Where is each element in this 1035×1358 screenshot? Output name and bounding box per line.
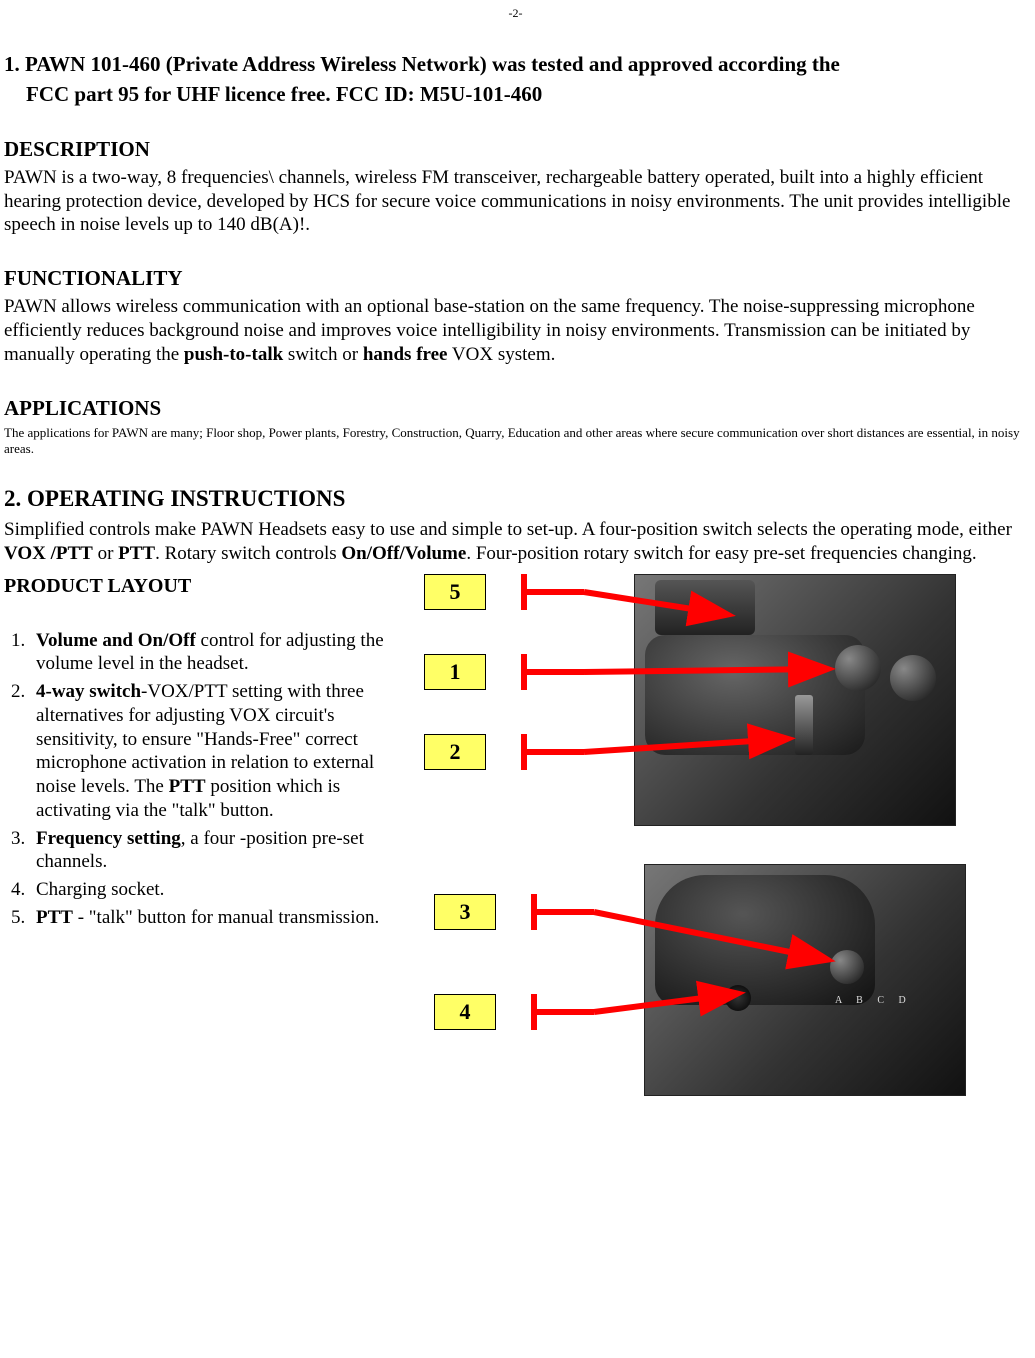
product-layout-list: Volume and On/Off control for adjusting … <box>4 629 404 930</box>
func-text-mid: switch or <box>283 344 363 365</box>
layout-item-2: 4-way switch-VOX/PTT setting with three … <box>30 680 404 823</box>
op-mid2: . Rotary switch controls <box>155 543 341 564</box>
functionality-heading: FUNCTIONALITY <box>4 265 1027 291</box>
applications-paragraph: The applications for PAWN are many; Floo… <box>4 425 1027 458</box>
func-bold-ptt: push-to-talk <box>184 344 283 365</box>
applications-heading: APPLICATIONS <box>4 395 1027 421</box>
description-heading: DESCRIPTION <box>4 136 1027 162</box>
layout-item-1-bold: Volume and On/Off <box>36 630 196 651</box>
layout-item-3-bold: Frequency setting <box>36 828 181 849</box>
layout-item-4: Charging socket. <box>30 878 404 902</box>
operating-heading: 2. OPERATING INSTRUCTIONS <box>4 485 1027 514</box>
op-bold-onoffvol: On/Off/Volume <box>341 543 466 564</box>
op-mid1: or <box>93 543 118 564</box>
title-line-1: 1. PAWN 101-460 (Private Address Wireles… <box>4 51 1027 77</box>
op-text-pre: Simplified controls make PAWN Headsets e… <box>4 519 1012 540</box>
op-bold-ptt: PTT <box>118 543 155 564</box>
layout-item-1: Volume and On/Off control for adjusting … <box>30 629 404 677</box>
layout-item-5-bold: PTT <box>36 907 73 928</box>
op-bold-voxptt: VOX /PTT <box>4 543 93 564</box>
diagram-arrows <box>424 574 1024 1134</box>
layout-item-2-bold2: PTT <box>169 776 206 797</box>
functionality-paragraph: PAWN allows wireless communication with … <box>4 295 1027 366</box>
page-number: -2- <box>4 6 1027 21</box>
func-text-post: VOX system. <box>448 344 556 365</box>
operating-paragraph: Simplified controls make PAWN Headsets e… <box>4 518 1027 566</box>
description-paragraph: PAWN is a two-way, 8 frequencies\ channe… <box>4 166 1027 237</box>
layout-item-2-bold: 4-way switch <box>36 681 141 702</box>
func-bold-handsfree: hands free <box>363 344 448 365</box>
layout-item-5-text: - "talk" button for manual transmission. <box>73 907 379 928</box>
layout-item-4-text: Charging socket. <box>36 879 164 900</box>
product-layout-heading: PRODUCT LAYOUT <box>4 574 404 599</box>
op-post: . Four-position rotary switch for easy p… <box>466 543 976 564</box>
layout-item-3: Frequency setting, a four -position pre-… <box>30 827 404 875</box>
layout-item-5: PTT - "talk" button for manual transmiss… <box>30 906 404 930</box>
title-line-2: FCC part 95 for UHF licence free. FCC ID… <box>4 81 1027 107</box>
